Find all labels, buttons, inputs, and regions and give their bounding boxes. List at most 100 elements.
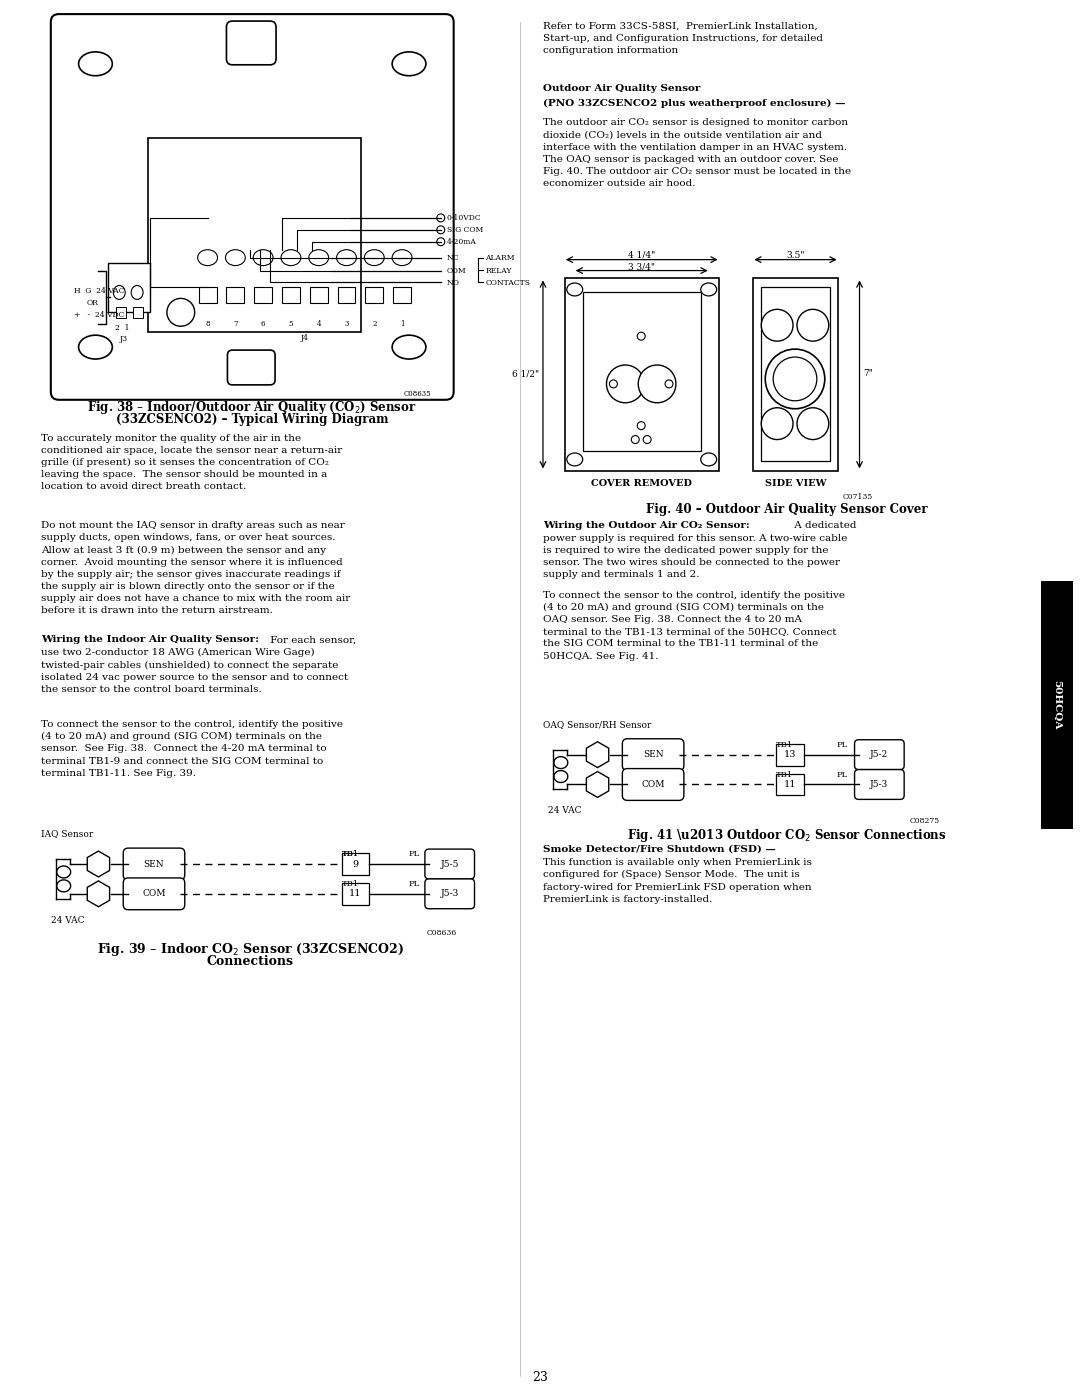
Bar xyxy=(1041,581,1072,830)
FancyBboxPatch shape xyxy=(123,848,185,880)
FancyBboxPatch shape xyxy=(424,879,474,908)
Text: NC: NC xyxy=(447,254,459,261)
Text: 24 VAC: 24 VAC xyxy=(548,806,581,816)
Bar xyxy=(341,854,369,875)
Text: PL: PL xyxy=(837,771,848,778)
Bar xyxy=(310,288,327,303)
Text: power supply is required for this sensor. A two-wire cable
is required to wire t: power supply is required for this sensor… xyxy=(543,534,848,580)
FancyBboxPatch shape xyxy=(854,770,904,799)
Text: OR: OR xyxy=(86,299,98,307)
Ellipse shape xyxy=(337,250,356,265)
Text: To connect the sensor to the control, identify the positive
(4 to 20 mA) and gro: To connect the sensor to the control, id… xyxy=(41,719,342,778)
Bar xyxy=(227,288,244,303)
Ellipse shape xyxy=(281,250,301,265)
Text: Smoke Detector/Fire Shutdown (FSD) —: Smoke Detector/Fire Shutdown (FSD) — xyxy=(543,844,775,854)
Ellipse shape xyxy=(79,52,112,75)
Text: 2  1: 2 1 xyxy=(116,324,130,332)
Text: C08275: C08275 xyxy=(909,817,940,826)
Ellipse shape xyxy=(392,335,426,359)
Circle shape xyxy=(761,309,793,341)
Text: J5-2: J5-2 xyxy=(870,750,889,759)
Ellipse shape xyxy=(131,285,143,299)
Bar xyxy=(565,278,718,471)
Bar xyxy=(148,138,362,332)
Text: 4 1/4": 4 1/4" xyxy=(629,250,656,260)
Text: (33ZCSENCO2) – Typical Wiring Diagram: (33ZCSENCO2) – Typical Wiring Diagram xyxy=(116,412,389,426)
FancyBboxPatch shape xyxy=(854,740,904,770)
Ellipse shape xyxy=(79,335,112,359)
Text: TB1: TB1 xyxy=(341,880,359,888)
Text: This function is available only when PremierLink is
configured for (Space) Senso: This function is available only when Pre… xyxy=(543,858,812,904)
Text: COM: COM xyxy=(447,267,467,275)
FancyBboxPatch shape xyxy=(622,768,684,800)
Text: For each sensor,: For each sensor, xyxy=(267,636,356,644)
Text: 3.5": 3.5" xyxy=(786,250,805,260)
Bar xyxy=(199,288,216,303)
Text: J5-3: J5-3 xyxy=(441,890,459,898)
Text: C07135: C07135 xyxy=(842,493,873,502)
Text: COM: COM xyxy=(143,890,165,898)
Text: TB1: TB1 xyxy=(777,740,794,749)
Text: 50HCQA: 50HCQA xyxy=(1053,680,1062,729)
Bar xyxy=(583,292,701,451)
Ellipse shape xyxy=(392,52,426,75)
Text: Fig. 38 – Indoor/Outdoor Air Quality (CO$_2$) Sensor: Fig. 38 – Indoor/Outdoor Air Quality (CO… xyxy=(87,398,417,416)
Text: To accurately monitor the quality of the air in the
conditioned air space, locat: To accurately monitor the quality of the… xyxy=(41,433,342,492)
Text: 23: 23 xyxy=(532,1370,548,1384)
Text: 6: 6 xyxy=(261,320,266,328)
Text: J3: J3 xyxy=(119,335,127,344)
Circle shape xyxy=(609,380,618,388)
Circle shape xyxy=(797,408,828,440)
Text: Fig. 41 \u2013 Outdoor CO$_2$ Sensor Connections: Fig. 41 \u2013 Outdoor CO$_2$ Sensor Con… xyxy=(627,827,947,844)
Text: 0-10VDC: 0-10VDC xyxy=(447,214,482,222)
Bar xyxy=(133,307,143,319)
Text: Do not mount the IAQ sensor in drafty areas such as near
supply ducts, open wind: Do not mount the IAQ sensor in drafty ar… xyxy=(41,521,350,615)
FancyBboxPatch shape xyxy=(123,877,185,909)
Circle shape xyxy=(632,436,639,443)
Text: CONTACTS: CONTACTS xyxy=(485,278,530,286)
Circle shape xyxy=(607,365,644,402)
Text: 4-20mA: 4-20mA xyxy=(447,237,476,246)
Text: J5-3: J5-3 xyxy=(870,780,889,789)
Text: J4: J4 xyxy=(301,334,309,342)
Text: Refer to Form 33CS-58SI,  PremierLink Installation,
Start-up, and Configuration : Refer to Form 33CS-58SI, PremierLink Ins… xyxy=(543,22,823,56)
Text: ALARM: ALARM xyxy=(485,254,515,261)
Text: Outdoor Air Quality Sensor: Outdoor Air Quality Sensor xyxy=(543,84,700,92)
Text: 11: 11 xyxy=(784,780,796,789)
Text: A dedicated: A dedicated xyxy=(791,521,856,529)
Text: 2: 2 xyxy=(372,320,377,328)
Text: COVER REMOVED: COVER REMOVED xyxy=(591,479,692,489)
Text: use two 2-conductor 18 AWG (American Wire Gage)
twisted-pair cables (unshielded): use two 2-conductor 18 AWG (American Wir… xyxy=(41,648,348,694)
Circle shape xyxy=(436,214,445,222)
Ellipse shape xyxy=(198,250,217,265)
Text: The outdoor air CO₂ sensor is designed to monitor carbon
dioxide (CO₂) levels in: The outdoor air CO₂ sensor is designed t… xyxy=(543,119,851,189)
Text: Fig. 39 – Indoor CO$_2$ Sensor (33ZCSENCO2): Fig. 39 – Indoor CO$_2$ Sensor (33ZCSENC… xyxy=(97,940,404,957)
Text: 5: 5 xyxy=(288,320,293,328)
Text: To connect the sensor to the control, identify the positive
(4 to 20 mA) and gro: To connect the sensor to the control, id… xyxy=(543,591,845,661)
Bar xyxy=(254,288,272,303)
Bar xyxy=(282,288,300,303)
Ellipse shape xyxy=(567,453,583,465)
Bar xyxy=(338,288,355,303)
Bar xyxy=(117,307,126,319)
Circle shape xyxy=(167,299,194,327)
Circle shape xyxy=(761,408,793,440)
Circle shape xyxy=(637,332,645,339)
Text: SIDE VIEW: SIDE VIEW xyxy=(765,479,826,489)
Ellipse shape xyxy=(701,453,717,465)
Ellipse shape xyxy=(309,250,328,265)
Text: 3: 3 xyxy=(345,320,349,328)
Bar xyxy=(341,883,369,905)
Text: C08635: C08635 xyxy=(403,390,431,398)
FancyBboxPatch shape xyxy=(228,351,275,386)
Text: SIG COM: SIG COM xyxy=(447,226,483,233)
Bar xyxy=(754,278,838,471)
Text: Connections: Connections xyxy=(206,956,294,968)
Text: PL: PL xyxy=(409,851,420,858)
Text: 24 VAC: 24 VAC xyxy=(51,915,84,925)
Ellipse shape xyxy=(701,284,717,296)
Ellipse shape xyxy=(253,250,273,265)
Text: 11: 11 xyxy=(349,890,362,898)
FancyBboxPatch shape xyxy=(622,739,684,771)
Text: (PNO 33ZCSENCO2 plus weatherproof enclosure) —: (PNO 33ZCSENCO2 plus weatherproof enclos… xyxy=(543,99,846,108)
